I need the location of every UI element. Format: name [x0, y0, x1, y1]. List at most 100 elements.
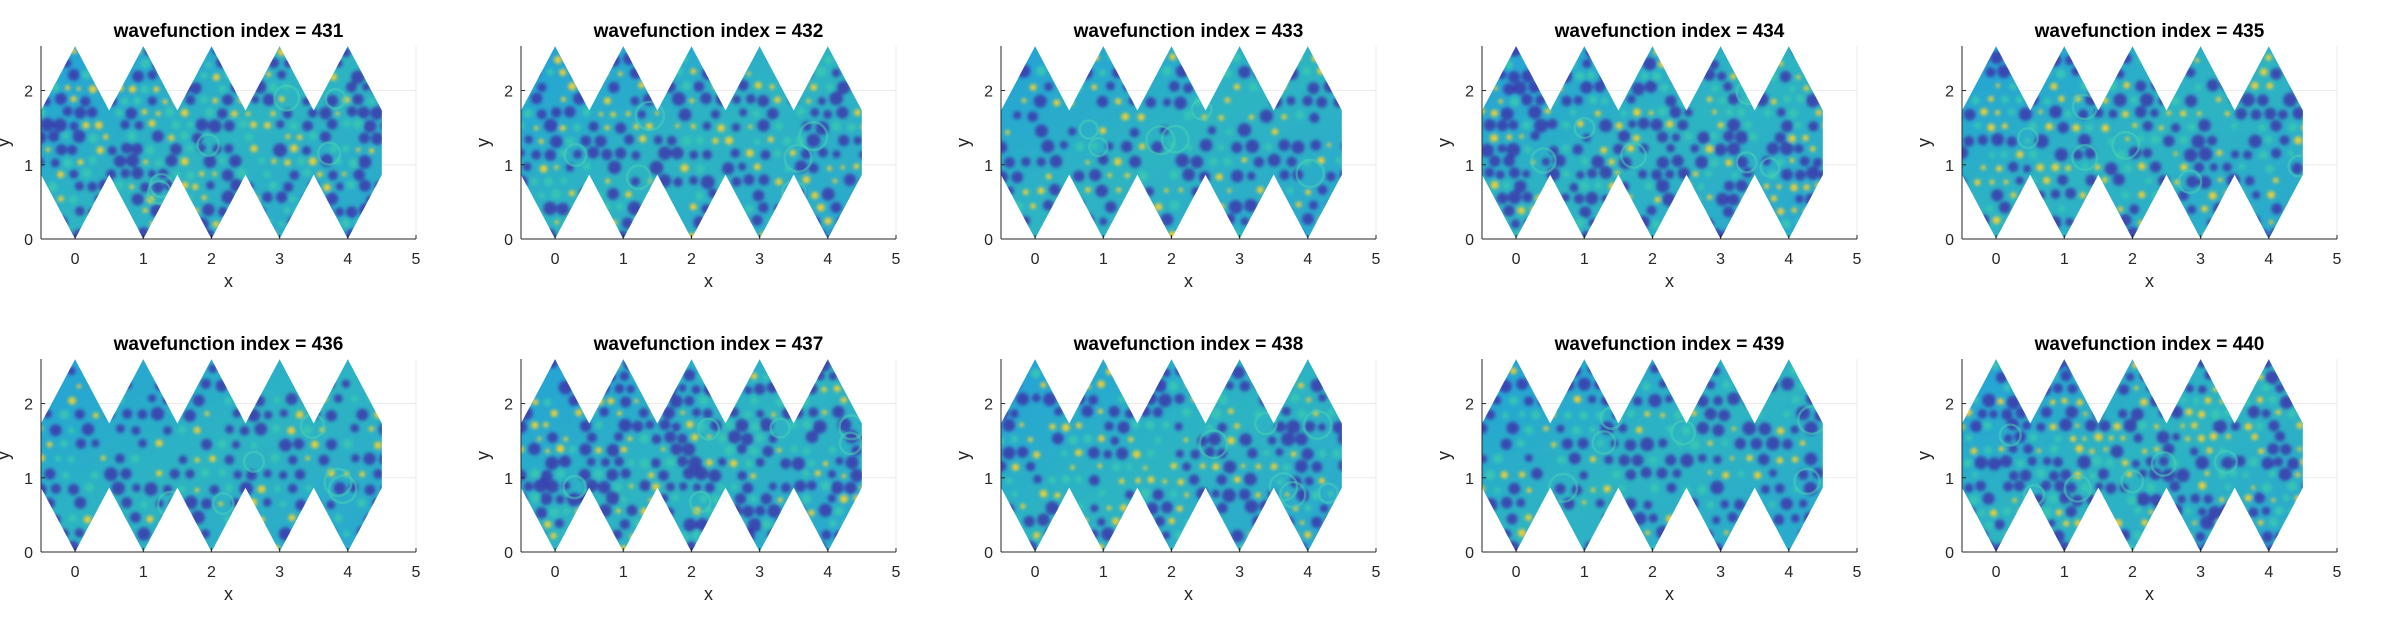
field-ring [1793, 467, 1821, 496]
x-tick-label: 2 [207, 251, 216, 268]
x-tick-label: 4 [2264, 564, 2273, 581]
field-ring [1796, 405, 1823, 435]
x-tick-label: 2 [2128, 564, 2137, 581]
x-tick-label: 4 [2264, 251, 2273, 268]
y-tick-label: 2 [984, 397, 993, 414]
y-tick-label: 1 [1465, 471, 1474, 488]
field-ring [1759, 157, 1781, 178]
y-axis-label: y [1914, 138, 1934, 147]
field-ring [1198, 429, 1229, 460]
y-tick-label: 2 [504, 397, 513, 414]
field-ring [838, 431, 862, 456]
y-axis-label: y [473, 138, 493, 147]
domain-fill [1962, 359, 2303, 552]
wavefunction-field [521, 46, 862, 239]
x-tick-label: 0 [1992, 564, 2001, 581]
x-axis-label: x [2145, 271, 2154, 291]
x-tick-label: 3 [1235, 251, 1244, 268]
x-tick-label: 0 [1992, 251, 2001, 268]
x-axis-label: x [224, 584, 233, 604]
subplot-title: wavefunction index = 432 [593, 21, 824, 42]
y-tick-label: 1 [24, 471, 33, 488]
x-tick-label: 5 [892, 251, 901, 268]
x-tick-label: 1 [2060, 564, 2069, 581]
x-tick-label: 2 [207, 564, 216, 581]
x-axis-label: x [1665, 271, 1674, 291]
y-tick-label: 0 [1945, 545, 1954, 562]
y-tick-label: 2 [24, 397, 33, 414]
field-ring [324, 87, 347, 110]
x-tick-label: 2 [2128, 251, 2137, 268]
x-tick-label: 5 [1372, 564, 1381, 581]
x-tick-label: 2 [687, 564, 696, 581]
field-ring [2213, 449, 2239, 475]
y-tick-label: 2 [1945, 84, 1954, 101]
x-tick-label: 5 [1372, 251, 1381, 268]
field-ring [625, 164, 652, 191]
field-ring [316, 141, 342, 166]
x-tick-label: 0 [1031, 251, 1040, 268]
x-tick-label: 0 [1512, 251, 1521, 268]
y-tick-label: 1 [984, 158, 993, 175]
field-ring [798, 121, 829, 152]
y-axis-label: y [0, 451, 13, 460]
field-ring [1530, 147, 1557, 174]
x-tick-label: 2 [1648, 564, 1657, 581]
x-tick-label: 3 [1716, 564, 1725, 581]
x-tick-label: 1 [1580, 564, 1589, 581]
y-tick-label: 1 [504, 471, 513, 488]
x-tick-label: 0 [71, 251, 80, 268]
x-tick-label: 2 [1648, 251, 1657, 268]
subplot-title: wavefunction index = 440 [2034, 334, 2265, 355]
field-ring [562, 474, 587, 500]
x-tick-label: 1 [139, 251, 148, 268]
x-tick-label: 3 [755, 251, 764, 268]
field-ring [1670, 419, 1697, 446]
subplot-title: wavefunction index = 436 [113, 334, 344, 355]
wavefunction-field [1962, 359, 2303, 552]
subplot-title: wavefunction index = 438 [1073, 334, 1304, 355]
field-ring [1268, 472, 1299, 502]
y-tick-label: 1 [504, 158, 513, 175]
x-tick-label: 0 [1512, 564, 1521, 581]
field-ring [323, 467, 353, 498]
x-tick-label: 3 [1235, 564, 1244, 581]
x-tick-label: 2 [1167, 564, 1176, 581]
field-ring [1254, 411, 1278, 436]
x-axis-label: x [224, 271, 233, 291]
y-axis-label: y [953, 451, 973, 460]
y-tick-label: 1 [1945, 471, 1954, 488]
y-tick-label: 2 [1465, 84, 1474, 101]
field-ring [1573, 116, 1596, 140]
x-tick-label: 0 [71, 564, 80, 581]
field-ring [696, 417, 721, 441]
y-tick-label: 2 [24, 84, 33, 101]
field-ring [1735, 151, 1758, 174]
x-tick-label: 4 [343, 564, 352, 581]
x-tick-label: 5 [412, 251, 421, 268]
y-tick-label: 0 [1945, 232, 1954, 249]
field-ring [783, 143, 813, 173]
field-ring [838, 414, 862, 441]
field-ring [1547, 472, 1579, 503]
x-tick-label: 4 [343, 251, 352, 268]
y-tick-label: 2 [504, 84, 513, 101]
y-axis-label: y [473, 451, 493, 460]
x-tick-label: 2 [1167, 251, 1176, 268]
x-tick-label: 1 [1099, 251, 1108, 268]
x-tick-label: 4 [823, 251, 832, 268]
domain-fill [521, 46, 862, 239]
wavefunction-field [521, 359, 862, 552]
subplot-title: wavefunction index = 431 [113, 21, 344, 42]
x-axis-label: x [1184, 584, 1193, 604]
field-ring [2120, 469, 2145, 494]
x-tick-label: 4 [1784, 564, 1793, 581]
